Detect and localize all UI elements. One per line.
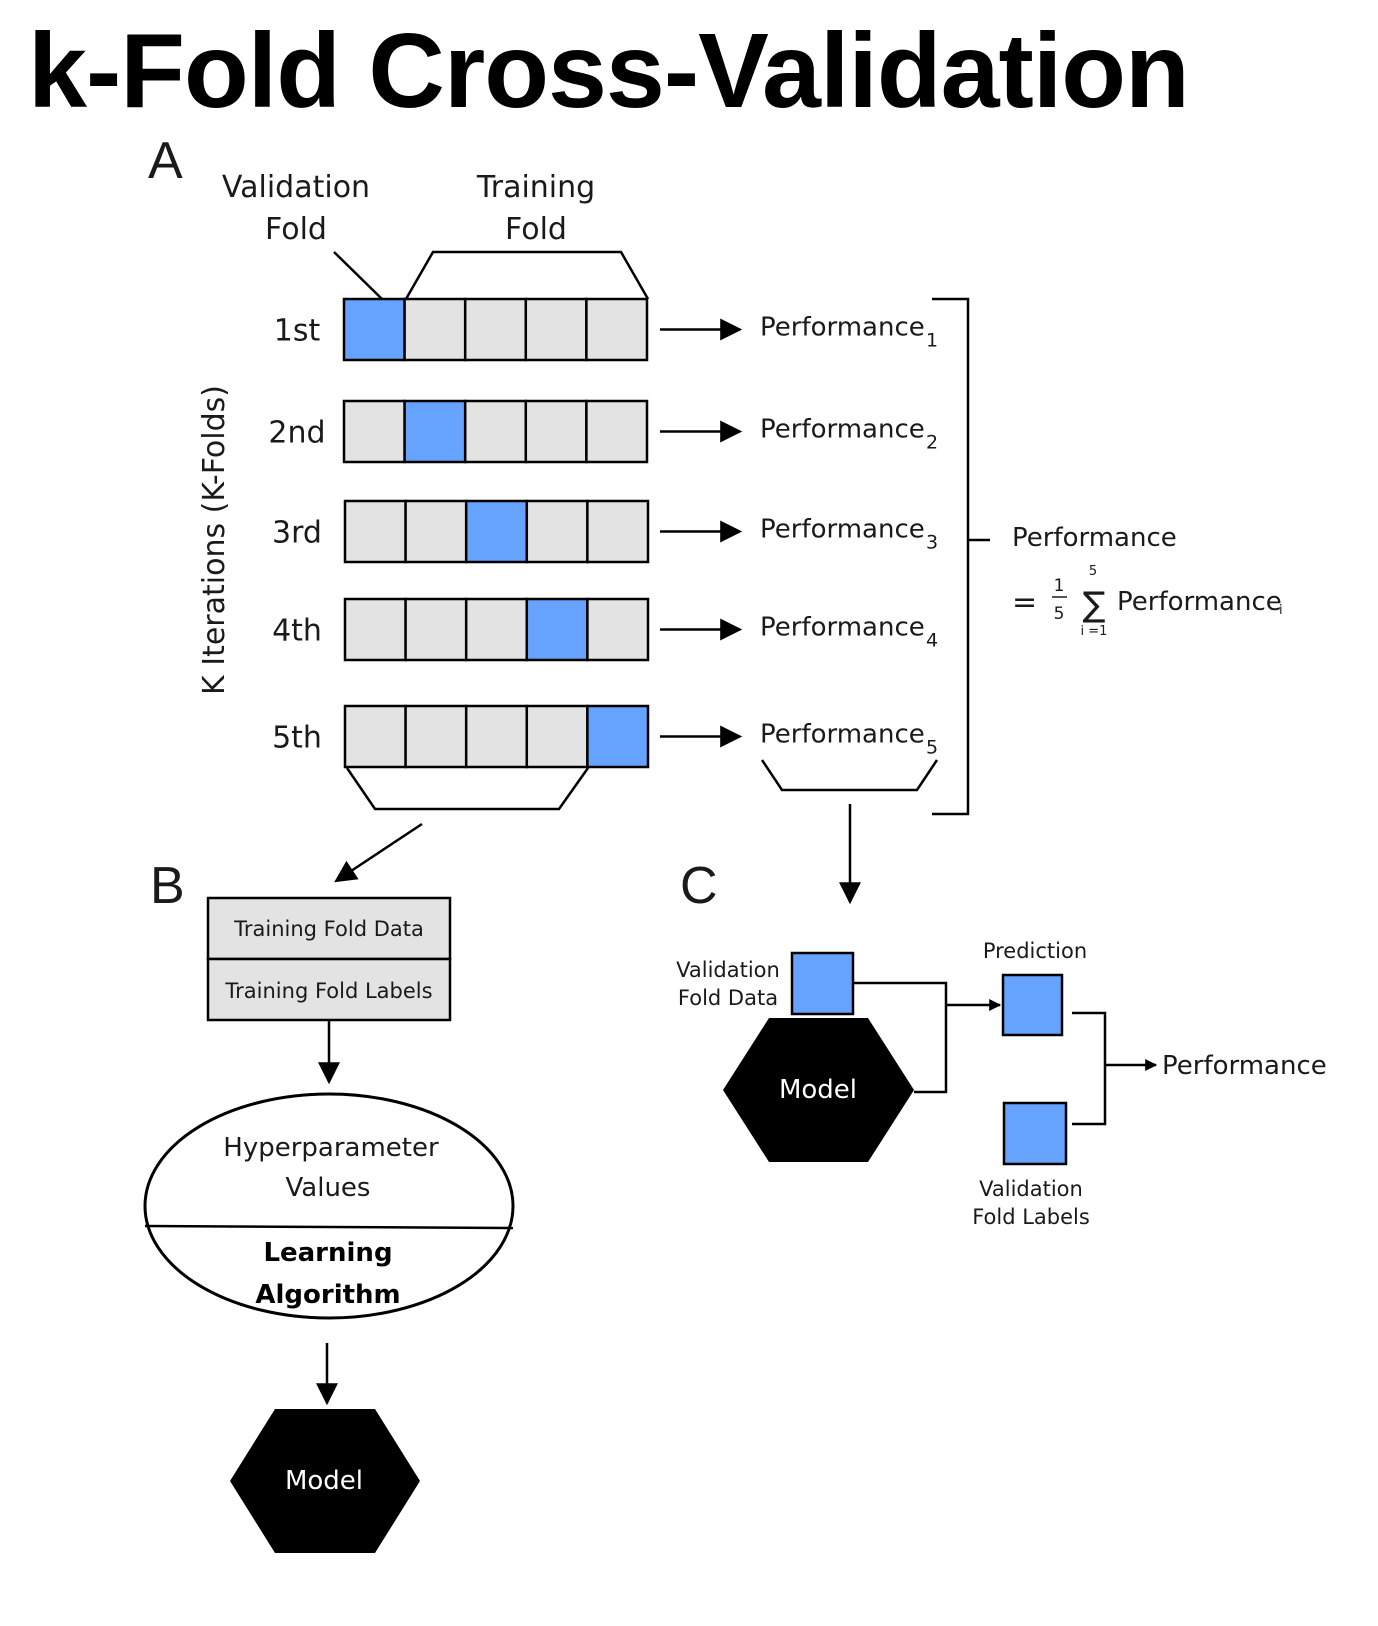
- performance-label: Performance: [760, 415, 925, 445]
- learning-algorithm-line2: Algorithm: [255, 1280, 400, 1310]
- training-fold-cell: [463, 297, 528, 362]
- validation-fold-cell: [464, 499, 529, 564]
- validation-fold-pointer: [333, 251, 383, 300]
- comparison-bracket: [1072, 1011, 1107, 1126]
- model-b-text: Model: [285, 1466, 363, 1496]
- performance-subscript: 3: [926, 532, 938, 554]
- training-fold-cell: [404, 499, 468, 564]
- page-title: k-Fold Cross-Validation: [28, 12, 1190, 130]
- formula-sigma: ∑: [1083, 585, 1106, 625]
- formula-term-subscript: i: [1279, 603, 1283, 618]
- learning-algorithm-ellipse: [143, 1092, 515, 1320]
- formula-lower-limit: i =1: [1081, 624, 1108, 639]
- training-fold-cell: [342, 399, 406, 464]
- formula-denominator: 5: [1054, 604, 1065, 624]
- formula-numerator: 1: [1054, 576, 1065, 596]
- training-fold-cell: [585, 297, 649, 362]
- validation-fold-label-line2: Fold: [265, 212, 327, 247]
- ellipse-divider: [144, 1224, 514, 1230]
- training-fold-data-text: Training Fold Data: [233, 917, 424, 941]
- prediction-label: Prediction: [983, 939, 1087, 963]
- model-c-text: Model: [779, 1075, 857, 1105]
- formula-equals: =: [1012, 585, 1037, 620]
- training-fold-cell: [403, 297, 467, 362]
- iteration-label: 2nd: [268, 416, 325, 451]
- training-fold-data-box: [206, 896, 452, 961]
- validation-fold-cell: [403, 399, 467, 464]
- formula-upper-limit: 5: [1089, 564, 1097, 579]
- performance-label: Performance: [760, 515, 925, 545]
- training-fold-cell: [586, 499, 650, 564]
- training-fold-labels-text: Training Fold Labels: [224, 979, 432, 1003]
- training-fold-cell: [525, 499, 589, 564]
- validation-fold-cell: [525, 597, 589, 662]
- performance-bracket: [932, 297, 970, 816]
- iteration-label: 3rd: [272, 516, 322, 551]
- performance-subscript: 1: [926, 330, 938, 352]
- performance-subscript: 5: [926, 737, 938, 759]
- performance-c-label: Performance: [1162, 1051, 1327, 1081]
- hyperparameter-values-line1: Hyperparameter: [223, 1133, 439, 1163]
- validation-fold-cell: [342, 297, 406, 362]
- training-fold-brace-top: [404, 250, 650, 300]
- panel-c-label: C: [680, 857, 718, 915]
- validation-fold-labels-line1: Validation: [979, 1177, 1083, 1201]
- performance-label: Performance: [760, 313, 925, 343]
- training-fold-cell: [404, 704, 468, 769]
- performance-label: Performance: [760, 720, 925, 750]
- training-fold-cell: [585, 399, 649, 464]
- training-fold-cell: [343, 704, 407, 769]
- training-fold-cell: [586, 597, 650, 662]
- data-to-prediction-line: [853, 981, 948, 1094]
- validation-fold-label-line1: Validation: [222, 170, 370, 205]
- prediction-box: [1001, 973, 1064, 1037]
- validation-fold-data-box: [790, 951, 855, 1016]
- k-iterations-axis-label: K Iterations (K-Folds): [197, 385, 232, 695]
- performance-brace-bottom: [760, 759, 939, 792]
- training-fold-cell: [524, 297, 588, 362]
- training-fold-brace-bottom: [345, 767, 590, 811]
- training-fold-label-line2: Fold: [505, 212, 567, 247]
- model-hexagon-c: [723, 1018, 914, 1162]
- formula-term: Performance: [1117, 587, 1282, 617]
- learning-algorithm-line1: Learning: [263, 1238, 392, 1268]
- training-fold-cell: [343, 499, 407, 564]
- arrow-to-panel-b: [334, 822, 423, 883]
- panel-b-label: B: [150, 857, 185, 915]
- training-fold-cell: [343, 597, 407, 662]
- training-fold-cell: [525, 704, 589, 769]
- hyperparameter-values-line2: Values: [286, 1173, 371, 1203]
- panel-a-label: A: [148, 132, 183, 190]
- training-fold-label-line1: Training: [476, 170, 595, 205]
- iteration-label: 1st: [274, 314, 321, 349]
- training-fold-cell: [524, 399, 588, 464]
- training-fold-cell: [464, 704, 529, 769]
- validation-fold-data-line2: Fold Data: [678, 986, 778, 1010]
- validation-fold-cell: [586, 704, 650, 769]
- training-fold-cell: [464, 597, 529, 662]
- iteration-label: 4th: [272, 614, 322, 649]
- iteration-label: 5th: [272, 721, 322, 756]
- training-fold-cell: [463, 399, 528, 464]
- performance-subscript: 4: [926, 630, 938, 652]
- overall-performance-label: Performance: [1012, 523, 1177, 553]
- validation-fold-labels-line2: Fold Labels: [972, 1205, 1090, 1229]
- performance-label: Performance: [760, 613, 925, 643]
- validation-fold-data-line1: Validation: [676, 958, 780, 982]
- validation-fold-labels-box: [1002, 1101, 1068, 1166]
- training-fold-cell: [404, 597, 468, 662]
- training-fold-labels-box: [206, 957, 452, 1022]
- model-hexagon-b: [230, 1409, 420, 1553]
- performance-subscript: 2: [926, 432, 938, 454]
